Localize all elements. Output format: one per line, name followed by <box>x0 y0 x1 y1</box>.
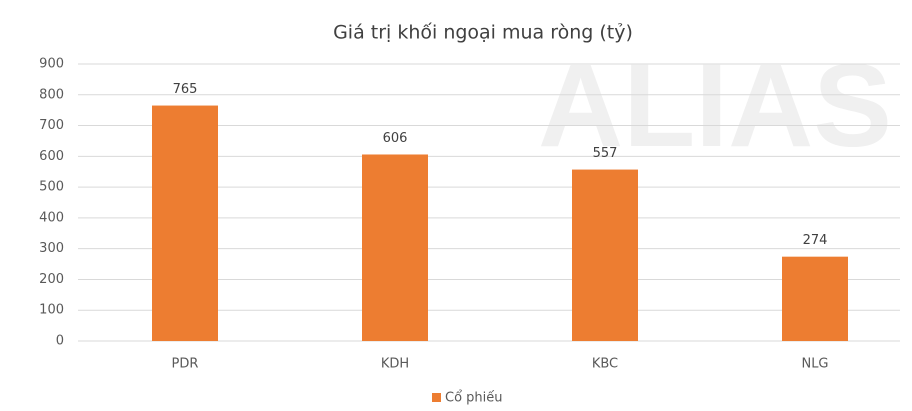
y-tick-label: 700 <box>39 118 64 133</box>
watermark: ALIAS <box>538 40 892 172</box>
x-tick-label: KDH <box>381 357 409 372</box>
y-tick-label: 600 <box>39 149 64 164</box>
bar <box>782 256 848 341</box>
value-label: 557 <box>593 146 618 161</box>
legend-swatch <box>432 393 441 402</box>
x-tick-label: NLG <box>801 357 828 372</box>
value-label: 606 <box>383 131 408 146</box>
bar <box>572 169 638 341</box>
y-tick-label: 400 <box>39 210 64 225</box>
bar <box>152 105 218 341</box>
y-tick-label: 100 <box>39 303 64 318</box>
y-tick-label: 900 <box>39 57 64 72</box>
value-label: 765 <box>173 82 198 97</box>
y-tick-label: 200 <box>39 272 64 287</box>
chart-title: Giá trị khối ngoại mua ròng (tỷ) <box>333 22 633 44</box>
y-tick-label: 0 <box>56 334 64 349</box>
value-label: 274 <box>803 233 828 248</box>
x-tick-label: PDR <box>172 357 199 372</box>
legend-label: Cổ phiếu <box>445 391 503 406</box>
bar <box>362 154 428 341</box>
y-tick-label: 800 <box>39 87 64 102</box>
y-tick-label: 300 <box>39 241 64 256</box>
y-tick-label: 500 <box>39 180 64 195</box>
x-tick-label: KBC <box>592 357 618 372</box>
